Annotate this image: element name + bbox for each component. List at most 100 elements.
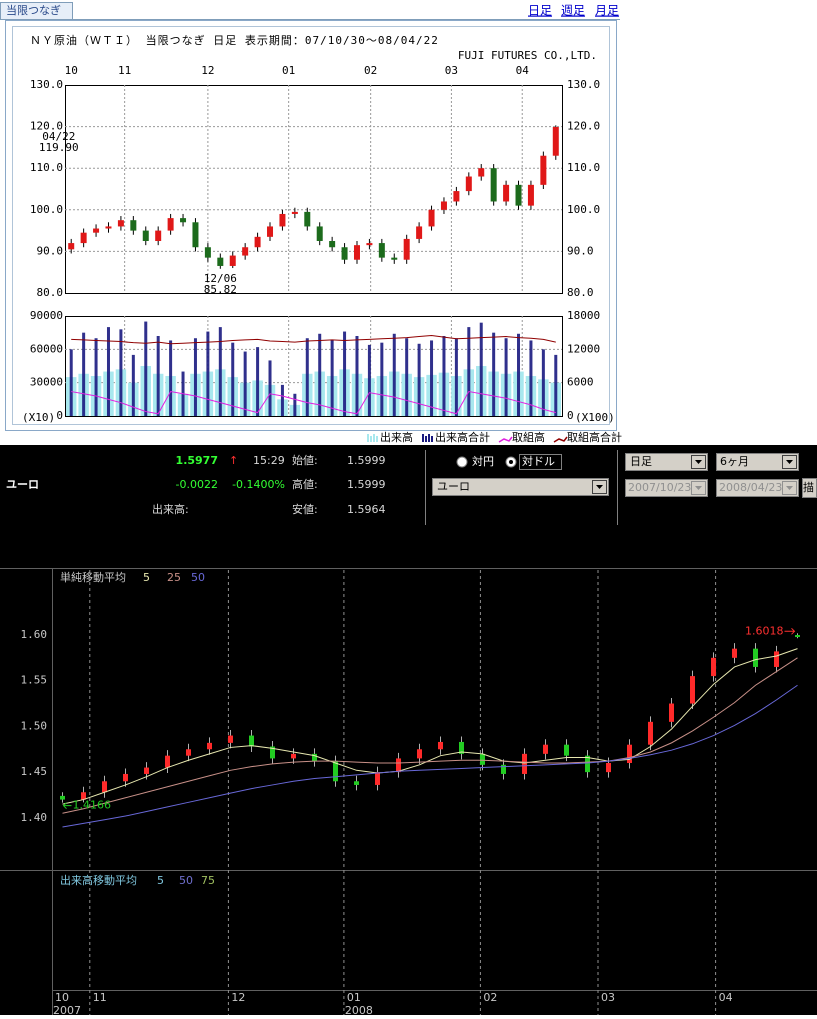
volume-bar — [529, 340, 533, 416]
volume-bar — [206, 331, 210, 416]
y2-tick-label: 90.0 — [567, 244, 594, 257]
to-date[interactable]: 2008/04/23 — [716, 479, 799, 497]
volume-bar — [144, 321, 148, 416]
open-value: 1.5999 — [347, 454, 386, 467]
candle-body — [453, 191, 460, 202]
select-text[interactable]: ユーロ — [437, 480, 470, 493]
select-arrow — [786, 460, 793, 464]
candle-body — [403, 238, 410, 260]
candle-body — [669, 703, 674, 722]
y-tick-label: 30000 — [30, 376, 63, 389]
x-tick-label: 12 — [201, 64, 214, 77]
y-tick-label: 90.0 — [37, 244, 64, 257]
volume-bar — [380, 342, 384, 416]
from-date[interactable]: 2007/10/23 — [625, 479, 708, 497]
link[interactable]: 月足 — [595, 4, 619, 18]
volume-bar — [330, 340, 334, 416]
link[interactable]: 週足 — [561, 4, 585, 18]
radio-label[interactable]: 対ドル — [522, 454, 555, 468]
x-tick-label: 03 — [445, 64, 458, 77]
bottom-background — [0, 445, 817, 1015]
candle-body — [80, 232, 87, 244]
candle-body — [155, 230, 162, 241]
y2-tick-label: 18000 — [567, 309, 600, 322]
period-select[interactable]: 6ヶ月 — [716, 453, 799, 471]
select-box[interactable] — [716, 479, 799, 497]
candle-body — [711, 657, 716, 677]
candle-body — [312, 753, 317, 762]
chart-subtitle: FUJI FUTURES CO.,LTD. — [458, 49, 597, 62]
select-box[interactable] — [625, 453, 708, 471]
low-label: 1.4166 — [73, 799, 112, 812]
volume-bar — [479, 322, 483, 416]
candle-body — [396, 758, 401, 773]
select-box[interactable] — [432, 478, 609, 496]
volume-bar — [156, 336, 160, 416]
candle-body — [180, 218, 187, 223]
candle-body — [329, 241, 336, 248]
volume-bar — [318, 333, 322, 416]
volume-bar — [169, 340, 173, 416]
candle-body — [217, 257, 224, 266]
chart-title: ＮＹ原油（ＷＴＩ） 当限つなぎ 日足 表示期間：07/10/30〜08/04/2… — [30, 33, 439, 47]
legend-swatch — [498, 436, 513, 443]
currency-select[interactable]: ユーロ — [432, 478, 609, 496]
candle-body — [552, 127, 559, 156]
last-price: 1.5977 — [176, 454, 218, 467]
radio[interactable] — [456, 456, 468, 468]
x-tick-label: 02 — [483, 991, 497, 1004]
candle-body — [192, 222, 199, 248]
y-tick-label: 90000 — [30, 309, 63, 322]
legend-swatch — [370, 436, 372, 442]
candle-body — [267, 226, 274, 237]
candle-body — [354, 781, 359, 785]
radio-label[interactable]: 対円 — [472, 454, 494, 468]
radio-dot — [509, 460, 513, 464]
legend-label: 25 — [167, 571, 181, 584]
y-tick-label: 1.55 — [21, 674, 48, 687]
y2-tick-label: 6000 — [567, 376, 594, 389]
tab-label[interactable]: 当限つなぎ — [6, 3, 61, 17]
legend-swatch — [553, 436, 568, 443]
volume-bar — [492, 332, 496, 416]
candle-body — [165, 755, 170, 768]
tab[interactable] — [0, 2, 73, 20]
volume-bar — [467, 327, 471, 416]
select-arrow — [695, 460, 702, 464]
interval-select[interactable]: 日足 — [625, 453, 708, 471]
y2-tick-label: 130.0 — [567, 78, 600, 91]
select-box[interactable] — [716, 453, 799, 471]
select-text[interactable]: 2007/10/23 — [628, 481, 691, 494]
select-text[interactable]: 6ヶ月 — [720, 455, 749, 468]
select-text[interactable]: 日足 — [630, 455, 652, 468]
x-tick-label: 01 — [282, 64, 295, 77]
volume-bar — [517, 333, 521, 416]
volume-bar — [343, 331, 347, 416]
year-label: 2007 — [53, 1004, 81, 1015]
y2-tick-label: 12000 — [567, 342, 600, 355]
legend-swatch — [373, 434, 375, 442]
x-tick-label: 12 — [231, 991, 245, 1004]
volume-bar — [193, 338, 197, 416]
volume-bar — [504, 338, 508, 416]
candle-body — [117, 220, 124, 227]
legend-label: 50 — [179, 874, 193, 887]
link[interactable]: 日足 — [528, 4, 552, 18]
button-label[interactable]: 描 — [803, 480, 814, 494]
legend-swatch — [431, 436, 433, 442]
volume-line — [71, 391, 556, 415]
candle-body — [627, 744, 632, 763]
volume-bar — [305, 338, 309, 416]
select-text[interactable]: 2008/04/23 — [719, 481, 782, 494]
candle-body — [774, 651, 779, 667]
volume-bar — [82, 332, 86, 416]
price-plot — [65, 85, 563, 294]
select-box[interactable] — [625, 479, 708, 497]
volume-bar — [392, 333, 396, 416]
candle-body — [68, 243, 75, 250]
x-tick-label: 01 — [347, 991, 361, 1004]
annotation-value: 119.90 — [39, 141, 79, 154]
candle-body — [459, 741, 464, 754]
candle-body — [93, 228, 100, 233]
y-tick-label: 1.45 — [21, 765, 48, 778]
